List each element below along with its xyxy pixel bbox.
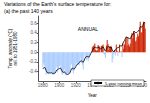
svg-text:0.4: 0.4	[30, 30, 37, 35]
svg-text:0.0: 0.0	[30, 50, 37, 55]
svg-text:(a) the past 140 years: (a) the past 140 years	[4, 8, 53, 14]
svg-text:-0.4: -0.4	[29, 69, 37, 74]
svg-text:0.6: 0.6	[30, 21, 37, 26]
svg-text:Year: Year	[88, 93, 98, 98]
svg-text:Temp. anomaly (°C): Temp. anomaly (°C)	[8, 28, 13, 69]
svg-text:ANNUAL: ANNUAL	[78, 26, 99, 32]
svg-text:1880: 1880	[38, 83, 49, 88]
svg-text:rel. to 1951-1980: rel. to 1951-1980	[13, 31, 18, 66]
svg-text:0.2: 0.2	[30, 40, 37, 45]
svg-text:1900: 1900	[54, 83, 65, 88]
svg-text:-0.2: -0.2	[29, 59, 37, 64]
svg-text:Variations of the Earth's surf: Variations of the Earth's surface temper…	[4, 1, 111, 7]
svg-text:5-year running mean: 5-year running mean	[105, 81, 142, 86]
svg-text:1920: 1920	[71, 83, 82, 88]
